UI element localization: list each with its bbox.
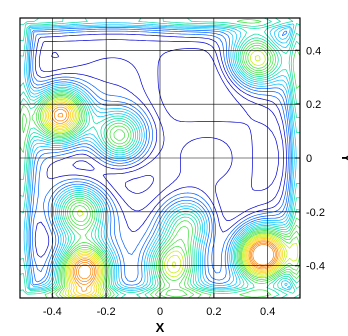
contour-line — [21, 42, 300, 298]
contour-lines — [20, 18, 300, 298]
contour-line — [20, 18, 300, 298]
contour-line — [46, 101, 284, 298]
contour-line — [28, 27, 292, 286]
contour-line — [25, 24, 295, 290]
y-tick-label: 0.2 — [306, 99, 321, 111]
x-tick-label: 0.4 — [260, 306, 275, 318]
y-tick-label: 0.4 — [306, 45, 321, 57]
x-tick-label: 0.2 — [206, 306, 221, 318]
x-tick-label: 0 — [157, 306, 163, 318]
x-axis-title: X — [156, 320, 165, 335]
contour-line — [43, 55, 288, 298]
contour-line — [38, 39, 284, 221]
contour-line — [20, 18, 300, 298]
contour-line — [30, 28, 291, 283]
contour-line — [51, 48, 280, 194]
contour-line — [34, 33, 287, 258]
x-tick-label: -0.4 — [43, 306, 62, 318]
y-axis-title: Y — [339, 154, 348, 163]
contour-line — [20, 19, 300, 298]
x-tick-label: -0.2 — [97, 306, 116, 318]
contour-line — [49, 104, 280, 295]
contour-line — [27, 25, 293, 288]
x-axis: -0.4 -0.2 0 0.2 0.4 — [43, 293, 275, 318]
y-tick-label: -0.4 — [306, 261, 325, 273]
contour-line — [38, 44, 300, 298]
contour-line — [44, 100, 285, 298]
contour-line — [41, 50, 299, 298]
grid-lines — [20, 18, 300, 298]
y-tick-label: -0.2 — [306, 207, 325, 219]
contour-line — [53, 108, 278, 285]
y-axis: -0.4 -0.2 0 0.2 0.4 — [295, 45, 325, 273]
y-tick-label: 0 — [306, 153, 312, 165]
contour-line — [47, 103, 282, 297]
contour-line — [23, 22, 297, 291]
